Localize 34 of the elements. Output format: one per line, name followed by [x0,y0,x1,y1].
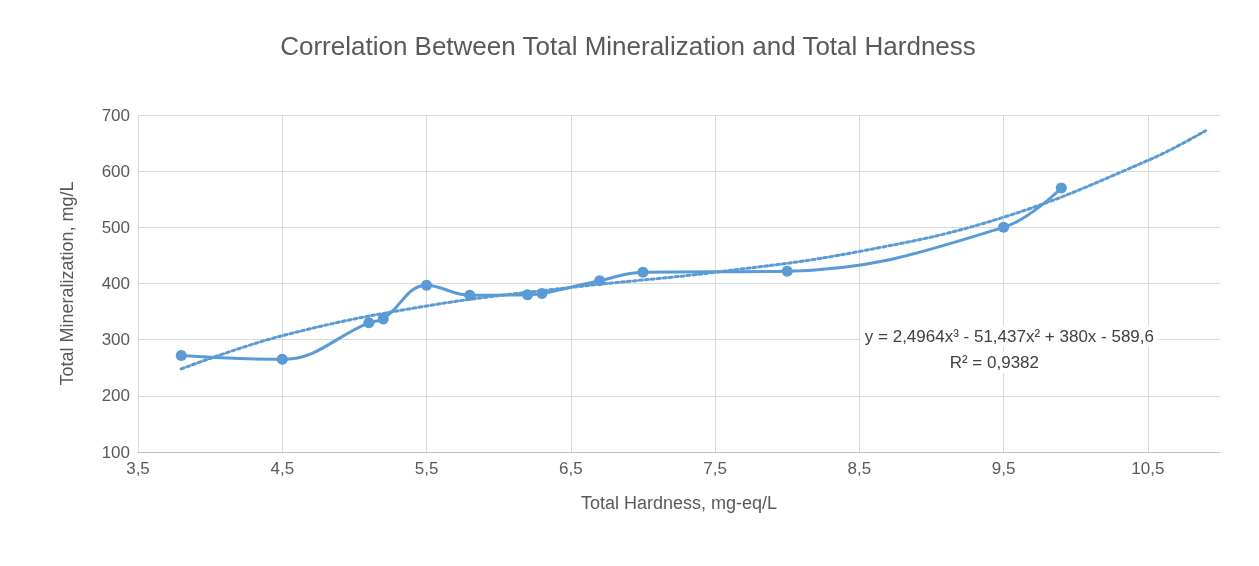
y-tick-label: 700 [101,105,130,125]
point [363,317,375,329]
y-tick-label: 200 [101,386,130,406]
x-tick-label: 5,5 [414,459,439,478]
point [175,349,187,361]
chart-title: Correlation Between Total Mineralization and Total Hardness [280,31,976,61]
y-tick-label: 400 [101,274,130,293]
annotation: R² = 0,9382 [949,353,1039,372]
point [421,279,433,291]
point [464,289,476,301]
point [998,221,1010,233]
annotation: y = 2,4964x³ - 51,437x² + 380x - 589,6 [864,327,1154,346]
point [377,313,389,325]
x-tick-label: 6,5 [558,459,583,478]
point [637,266,649,278]
line-series [179,129,1208,371]
y-tick-label: 500 [101,217,130,237]
y-axis-title: Total Mineralization, mg/L [57,181,77,386]
point [536,288,548,300]
point [1055,182,1067,194]
x-tick-label: 3,5 [126,459,150,478]
y-tick-label: 600 [101,161,130,181]
x-tick-label: 7,5 [703,459,727,478]
x-axis-title: Total Hardness, mg-eq/L [580,493,778,513]
point [276,353,288,365]
point [522,289,534,301]
x-tick-label: 9,5 [991,459,1016,478]
y-tick-label: 300 [101,330,130,350]
y-tick-label: 100 [101,442,130,462]
point [781,265,793,277]
x-tick-label: 10,5 [1131,459,1165,478]
point [594,275,606,287]
x-tick-label: 4,5 [270,459,295,478]
x-tick-label: 8,5 [847,459,872,478]
